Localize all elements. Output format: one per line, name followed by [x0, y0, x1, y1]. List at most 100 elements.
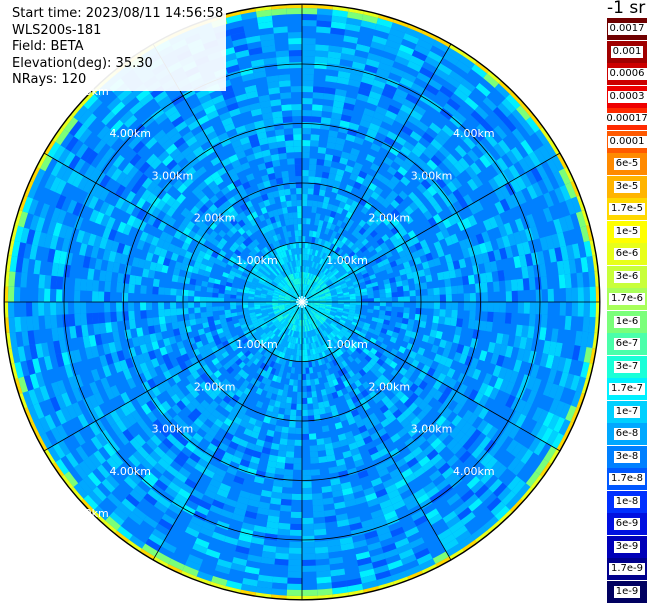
range-bin	[170, 302, 177, 309]
range-bin	[302, 230, 306, 237]
range-bin	[316, 438, 325, 446]
range-bin	[282, 116, 293, 123]
range-bin	[337, 299, 344, 302]
range-bin	[283, 277, 288, 284]
range-bin	[277, 450, 287, 458]
range-bin	[146, 309, 153, 319]
range-bin	[283, 213, 289, 220]
range-bin	[388, 320, 396, 327]
range-bin	[335, 239, 342, 247]
range-bin	[302, 319, 305, 326]
range-bin	[293, 306, 298, 311]
range-bin	[317, 278, 323, 285]
range-bin	[312, 294, 319, 298]
range-bin	[260, 227, 267, 235]
range-bin	[311, 309, 317, 314]
range-bin	[294, 254, 298, 261]
range-bin	[212, 310, 220, 317]
range-bin	[188, 302, 195, 308]
range-bin	[295, 272, 299, 279]
range-bin	[319, 128, 330, 137]
range-bin	[328, 273, 335, 280]
range-bin	[274, 277, 280, 284]
range-bin	[317, 359, 323, 366]
range-bin	[327, 272, 334, 278]
range-bin	[384, 334, 392, 342]
range-bin	[219, 318, 227, 324]
range-bin	[314, 62, 328, 70]
range-bin	[306, 306, 311, 311]
range-bin	[229, 327, 237, 334]
range-bin	[310, 342, 315, 349]
range-bin	[311, 116, 322, 123]
range-bin	[302, 475, 312, 482]
range-bin	[266, 300, 273, 302]
range-bin	[315, 353, 321, 360]
range-bin	[328, 236, 335, 244]
range-bin	[402, 312, 410, 319]
range-bin	[314, 314, 320, 319]
range-bin	[267, 289, 274, 293]
backscatter-field	[4, 4, 600, 600]
range-bin	[267, 223, 275, 231]
range-bin	[277, 388, 284, 396]
range-bin	[287, 433, 296, 440]
range-bin	[152, 286, 159, 295]
range-bin	[336, 206, 344, 215]
range-bin	[275, 268, 281, 275]
range-bin	[245, 229, 253, 237]
range-bin	[265, 320, 272, 325]
range-bin	[294, 343, 298, 350]
range-bin	[315, 365, 321, 373]
range-bin	[547, 302, 554, 316]
range-bin	[277, 324, 284, 330]
range-bin	[260, 265, 267, 272]
range-bin	[305, 319, 309, 326]
range-bin	[258, 330, 265, 336]
range-bin	[245, 367, 253, 375]
range-bin	[315, 285, 321, 291]
range-bin	[305, 284, 309, 291]
range-bin	[385, 345, 393, 353]
range-bin	[289, 541, 302, 548]
range-bin	[344, 321, 352, 327]
range-bin	[291, 236, 296, 243]
range-bin	[547, 288, 554, 302]
range-bin	[330, 292, 338, 296]
range-bin	[333, 269, 340, 276]
range-bin	[128, 274, 137, 285]
range-bin	[234, 272, 242, 279]
range-bin	[234, 365, 242, 374]
range-bin	[319, 295, 326, 299]
range-bin	[334, 326, 341, 333]
range-bin	[280, 504, 292, 512]
range-bin	[328, 264, 335, 271]
range-bin	[337, 297, 344, 301]
range-bin	[86, 290, 93, 302]
range-bin	[158, 294, 165, 302]
range-bin	[306, 391, 313, 398]
range-bin	[351, 253, 358, 261]
range-bin	[290, 302, 297, 305]
range-bin	[272, 479, 284, 487]
range-bin	[284, 256, 290, 263]
range-bin	[312, 268, 317, 275]
range-bin	[302, 110, 313, 117]
range-bin	[311, 206, 318, 214]
range-bin	[317, 319, 323, 326]
range-bin	[290, 300, 297, 302]
range-bin	[257, 221, 264, 230]
range-bin	[380, 269, 388, 277]
range-bin	[312, 293, 319, 298]
range-bin	[293, 248, 297, 255]
range-bin	[291, 391, 298, 398]
range-bin	[302, 80, 314, 87]
range-bin	[281, 238, 287, 245]
range-bin	[409, 290, 416, 297]
range-bin	[304, 290, 307, 297]
range-bin	[284, 300, 291, 302]
range-bin	[276, 540, 290, 548]
range-bin	[267, 309, 274, 314]
range-bin	[158, 302, 165, 310]
range-bin	[308, 343, 312, 350]
